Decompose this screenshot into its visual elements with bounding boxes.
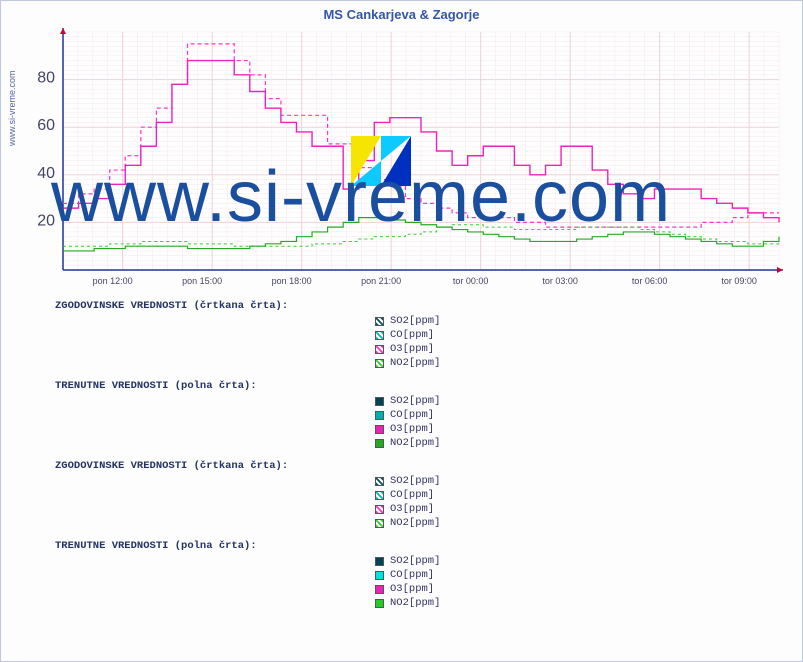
legend-item: SO2[ppm]: [375, 474, 792, 488]
svg-text:40: 40: [37, 165, 55, 182]
chart-title: MS Cankarjeva & Zagorje: [1, 1, 802, 26]
legend-section: TRENUTNE VREDNOSTI (polna črta): SO2[ppm]…: [1, 530, 802, 610]
legend-label: O3[ppm]: [390, 502, 434, 516]
legend-swatch: [375, 411, 384, 420]
legend-swatch: [375, 359, 384, 368]
legend-item: NO2[ppm]: [375, 596, 792, 610]
legend-label: CO[ppm]: [390, 328, 434, 342]
chart-area: www.si-vreme.com 20406080 www.si-vreme.c…: [11, 26, 792, 276]
legend-swatch: [375, 491, 384, 500]
chart-card: MS Cankarjeva & Zagorje www.si-vreme.com…: [0, 0, 803, 662]
legend-heading: ZGODOVINSKE VREDNOSTI (črtkana črta):: [55, 300, 792, 312]
legend-section: ZGODOVINSKE VREDNOSTI (črtkana črta): SO2…: [1, 450, 802, 530]
legend-swatch: [375, 439, 384, 448]
legend-swatch: [375, 519, 384, 528]
x-tick-label: tor 00:00: [453, 276, 489, 286]
legend-item: O3[ppm]: [375, 582, 792, 596]
x-tick-label: pon 15:00: [182, 276, 222, 286]
legend-heading: ZGODOVINSKE VREDNOSTI (črtkana črta):: [55, 460, 792, 472]
legend-swatch: [375, 425, 384, 434]
legend-item: SO2[ppm]: [375, 394, 792, 408]
x-tick-label: tor 03:00: [542, 276, 578, 286]
x-tick-label: tor 09:00: [721, 276, 757, 286]
legend-heading: TRENUTNE VREDNOSTI (polna črta):: [55, 540, 792, 552]
legend-item: O3[ppm]: [375, 342, 792, 356]
legend-label: O3[ppm]: [390, 422, 434, 436]
x-tick-label: pon 12:00: [93, 276, 133, 286]
legend-label: SO2[ppm]: [390, 394, 440, 408]
legend-swatch: [375, 317, 384, 326]
legend-heading: TRENUTNE VREDNOSTI (polna črta):: [55, 380, 792, 392]
legend-section: ZGODOVINSKE VREDNOSTI (črtkana črta): SO2…: [1, 290, 802, 370]
y-axis-source-label: www.si-vreme.com: [7, 70, 17, 146]
legend-section: TRENUTNE VREDNOSTI (polna črta): SO2[ppm]…: [1, 370, 802, 450]
svg-text:20: 20: [37, 212, 55, 229]
legend-item: CO[ppm]: [375, 568, 792, 582]
legend-label: O3[ppm]: [390, 342, 434, 356]
legend-swatch: [375, 345, 384, 354]
legend-label: O3[ppm]: [390, 582, 434, 596]
line-chart: 20 40 60 80: [11, 26, 791, 276]
legend-label: CO[ppm]: [390, 568, 434, 582]
legend-label: SO2[ppm]: [390, 554, 440, 568]
legend-label: SO2[ppm]: [390, 314, 440, 328]
svg-text:60: 60: [37, 117, 55, 134]
legend-item: SO2[ppm]: [375, 314, 792, 328]
legend: ZGODOVINSKE VREDNOSTI (črtkana črta): SO2…: [1, 290, 802, 610]
legend-item: CO[ppm]: [375, 328, 792, 342]
legend-swatch: [375, 599, 384, 608]
legend-swatch: [375, 397, 384, 406]
legend-label: NO2[ppm]: [390, 436, 440, 450]
legend-item: O3[ppm]: [375, 502, 792, 516]
legend-item: NO2[ppm]: [375, 516, 792, 530]
svg-text:80: 80: [37, 70, 55, 87]
legend-label: NO2[ppm]: [390, 516, 440, 530]
legend-item: CO[ppm]: [375, 488, 792, 502]
legend-label: SO2[ppm]: [390, 474, 440, 488]
legend-item: O3[ppm]: [375, 422, 792, 436]
legend-label: NO2[ppm]: [390, 356, 440, 370]
x-axis-ticks: pon 12:00 pon 15:00 pon 18:00 pon 21:00 tor …: [53, 276, 790, 290]
legend-item: CO[ppm]: [375, 408, 792, 422]
x-tick-label: tor 06:00: [632, 276, 668, 286]
legend-item: SO2[ppm]: [375, 554, 792, 568]
x-tick-label: pon 18:00: [272, 276, 312, 286]
legend-item: NO2[ppm]: [375, 436, 792, 450]
legend-swatch: [375, 505, 384, 514]
legend-swatch: [375, 331, 384, 340]
x-tick-label: pon 21:00: [361, 276, 401, 286]
legend-swatch: [375, 571, 384, 580]
legend-label: CO[ppm]: [390, 488, 434, 502]
legend-label: NO2[ppm]: [390, 596, 440, 610]
legend-swatch: [375, 557, 384, 566]
legend-item: NO2[ppm]: [375, 356, 792, 370]
legend-label: CO[ppm]: [390, 408, 434, 422]
legend-swatch: [375, 477, 384, 486]
legend-swatch: [375, 585, 384, 594]
